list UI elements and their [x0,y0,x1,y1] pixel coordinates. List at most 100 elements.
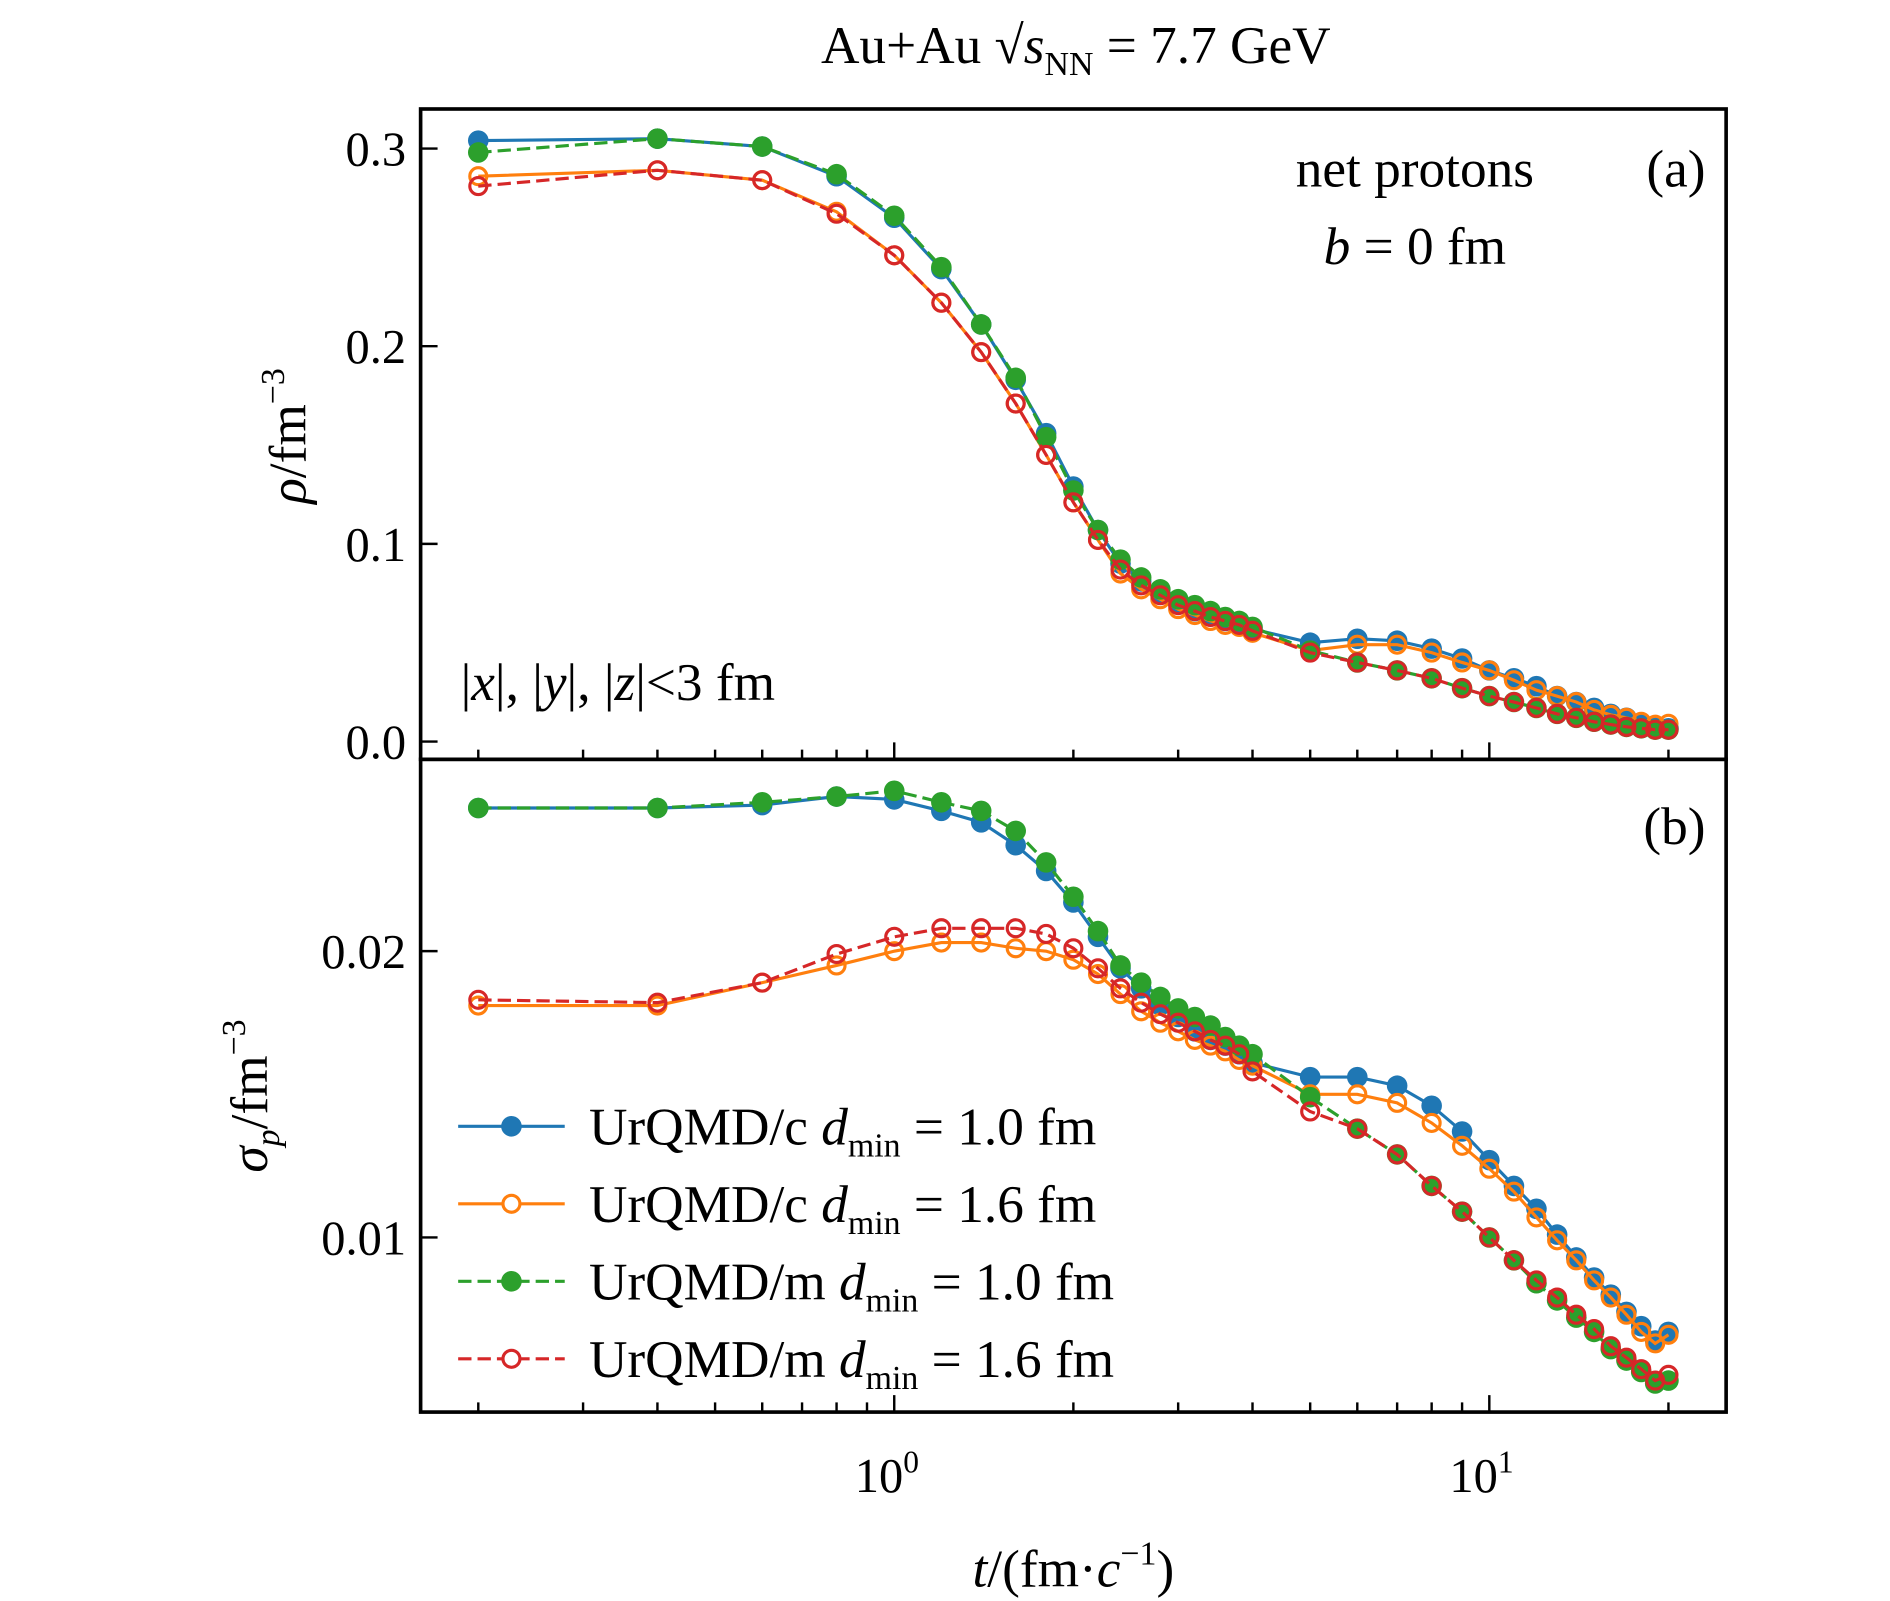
data-point [1503,691,1524,713]
data-point [1386,1075,1408,1096]
data-point [1479,686,1500,707]
data-point [1035,426,1057,448]
data-point [1526,1270,1547,1291]
data-point [468,176,489,197]
legend-marker [501,1270,522,1292]
data-point [970,314,992,335]
data-point [1229,1044,1250,1065]
data-point [1167,998,1189,1019]
data-point [1131,1001,1152,1022]
data-point [1503,1250,1524,1271]
data-point [647,992,668,1013]
data-point [1063,492,1084,513]
legend-marker [501,1115,522,1137]
data-point [1452,1135,1473,1156]
data-point [751,136,773,157]
data-point [1479,1227,1500,1248]
data-point [1421,1175,1442,1196]
data-point [1479,660,1500,681]
data-point [1063,886,1084,908]
data-point [1616,1304,1637,1325]
data-point [1110,955,1131,976]
data-point [1631,1321,1652,1342]
data-point [1131,992,1152,1013]
data-point [1584,1270,1605,1291]
data-point [1347,1084,1368,1105]
data-point [1600,1287,1621,1308]
data-point [1005,367,1026,389]
data-point [1110,559,1131,580]
data-point [468,995,489,1016]
y-tick-label: 0.02 [321,926,406,979]
data-point [1658,719,1679,740]
data-point [1421,668,1442,689]
data-point [1547,1230,1568,1251]
data-point [1421,1112,1442,1133]
data-point [1184,1021,1205,1042]
data-point [1631,718,1652,739]
data-point [751,791,773,813]
data-point [1150,986,1171,1008]
data-point [1616,716,1637,737]
data-point [883,205,905,227]
data-point [931,292,952,313]
data-point [1421,1095,1442,1117]
legend-label: UrQMD/c dmin = 1.0 fm [589,1097,1096,1164]
data-point [1150,1004,1171,1025]
data-point [931,932,952,953]
data-point [1005,918,1026,939]
legend-entry: UrQMD/m dmin = 1.0 fm [458,1252,1114,1320]
data-point [752,170,773,191]
data-point [647,128,668,149]
data-point [931,791,952,813]
data-point [931,918,952,939]
annotation-net-protons: net protons [1296,140,1534,199]
panel-label-b: (b) [1643,797,1705,856]
data-point [1630,1315,1652,1337]
x-axis-label: t/(fm·c−1) [973,1536,1175,1599]
data-point [1215,610,1236,632]
data-point [1616,1347,1637,1368]
data-point [1299,1066,1321,1088]
y-tick-label: 0.2 [346,321,407,374]
data-point [1600,1336,1621,1357]
data-point [1503,670,1524,691]
data-point [1347,1066,1368,1088]
data-point [1566,1304,1587,1325]
data-point [1479,1158,1500,1179]
data-point [1087,920,1109,942]
annotation-impact-parameter: b = 0 fm [1324,217,1506,276]
data-point [826,163,847,185]
data-point [1631,1359,1652,1380]
data-point [1451,1121,1473,1142]
data-point [826,786,847,807]
legend-entry: UrQMD/c dmin = 1.6 fm [458,1175,1096,1242]
data-point [1387,1092,1408,1113]
data-point [883,780,905,802]
data-point [1547,1287,1568,1308]
data-point [971,932,992,953]
x-tick-label-10: 101 [1449,1445,1513,1503]
data-point [1242,1061,1263,1082]
data-point [752,972,773,993]
panel-label-a: (a) [1646,140,1705,199]
data-point [647,797,668,819]
series-b-3 [468,918,1679,1391]
data-point [1387,634,1408,655]
data-point [826,203,847,224]
data-point [1131,575,1152,596]
series-a-3 [468,160,1679,740]
data-point [1300,1101,1321,1122]
legend-label: UrQMD/m dmin = 1.6 fm [589,1330,1114,1397]
data-point [1005,393,1026,414]
data-point [1584,1318,1605,1340]
y-axis-label-b: σp/fm−3 [216,1019,287,1172]
data-point [1184,594,1206,616]
data-point [1387,1144,1408,1165]
plot-area-b [467,780,1679,1394]
data-point [1547,703,1568,724]
data-point [467,797,489,819]
data-point [1130,972,1152,993]
y-axis-label-a: ρ/fm−3 [255,368,318,506]
plot-area-a [467,128,1679,740]
